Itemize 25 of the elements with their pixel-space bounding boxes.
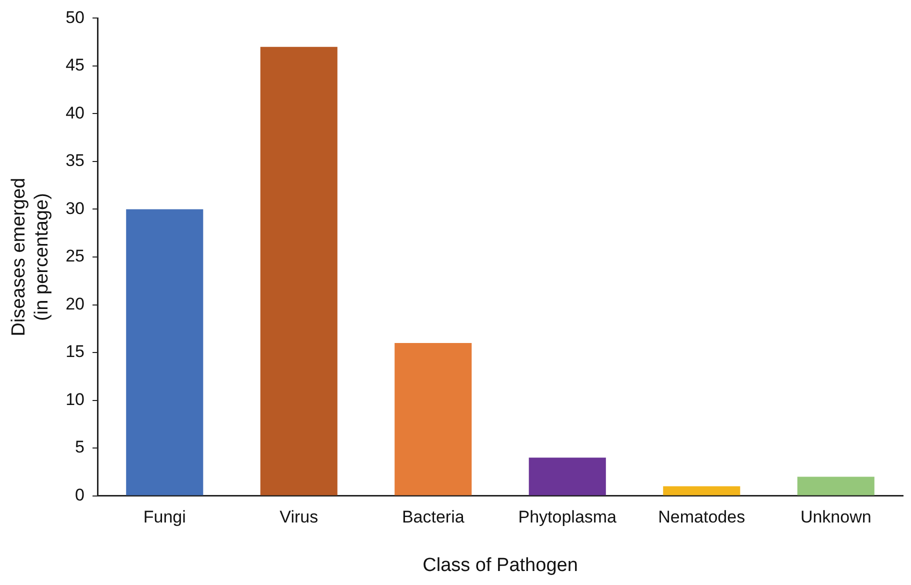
y-tick-label: 40: [66, 103, 85, 122]
y-tick-label: 25: [66, 246, 85, 266]
bar: [394, 342, 472, 496]
x-tick-label: Fungi: [143, 508, 186, 527]
bar: [528, 458, 606, 496]
bar: [126, 209, 204, 496]
y-tick-label: 10: [66, 390, 85, 409]
x-tick-label: Bacteria: [402, 508, 465, 527]
x-axis-title: Class of Pathogen: [422, 554, 578, 576]
y-tick-label: 15: [66, 342, 85, 362]
y-tick-label: 30: [66, 198, 85, 218]
y-tick-label: 35: [66, 151, 85, 170]
bar: [797, 476, 874, 496]
bar: [260, 46, 338, 496]
y-tick-label: 0: [75, 485, 85, 504]
y-tick-label: 20: [66, 294, 85, 314]
y-tick-label: 5: [75, 438, 85, 457]
y-axis-title: Diseases emerged (in percentage): [8, 178, 52, 336]
y-tick-label: 50: [66, 8, 85, 27]
x-tick-label: Phytoplasma: [518, 508, 618, 527]
x-tick-label: Unknown: [800, 508, 872, 527]
x-tick-label: Virus: [280, 508, 318, 527]
bar: [663, 486, 740, 496]
y-tick-label: 45: [66, 56, 85, 75]
x-tick-label: Nematodes: [658, 508, 746, 527]
